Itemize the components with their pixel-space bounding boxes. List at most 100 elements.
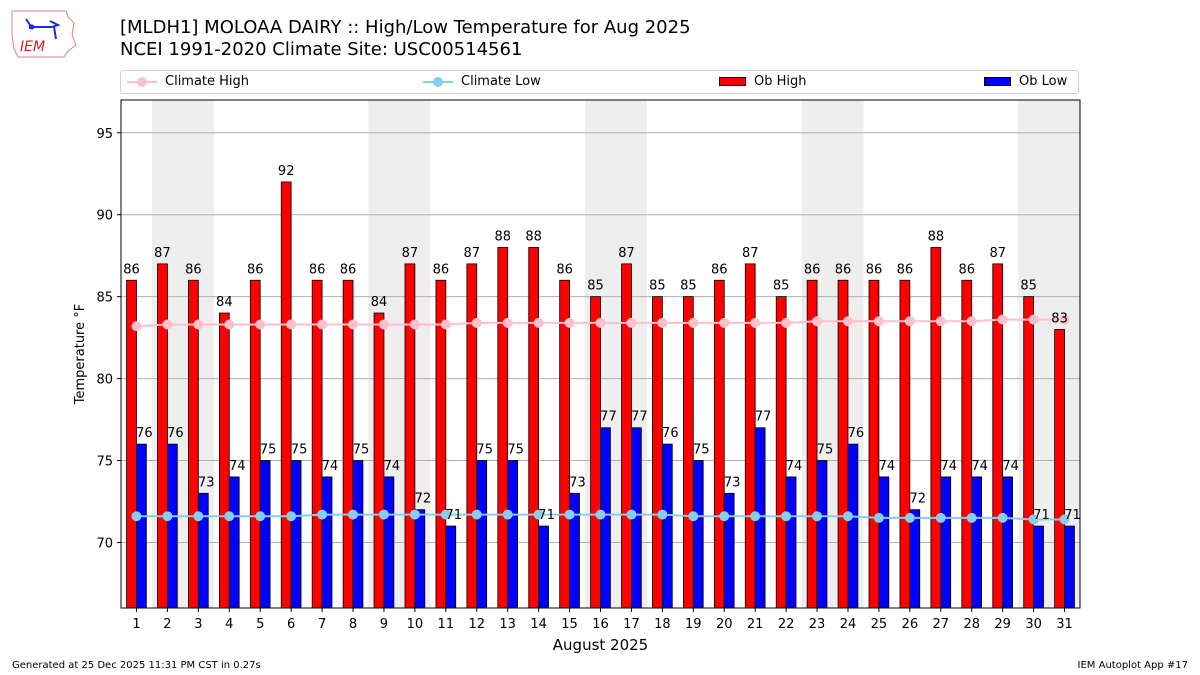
climate-high-point	[162, 319, 173, 330]
climate-high-point	[471, 317, 482, 328]
x-tick-label: 7	[318, 617, 326, 632]
ob-low-value-label: 77	[600, 410, 617, 425]
ob-low-bar	[692, 460, 704, 609]
climate-low-point	[224, 511, 235, 522]
x-tick-label: 21	[747, 617, 764, 632]
iem-logo: IEM	[11, 10, 77, 58]
climate-high-point	[533, 317, 544, 328]
ob-low-bar	[228, 476, 240, 609]
generated-timestamp: Generated at 25 Dec 2025 11:31 PM CST in…	[12, 660, 261, 671]
ob-low-bar	[352, 460, 364, 609]
ob-low-bar	[414, 509, 426, 609]
ob-high-value-label: 86	[309, 262, 326, 277]
ob-low-bar	[723, 492, 735, 609]
ob-low-value-label: 73	[569, 475, 586, 490]
x-tick-label: 6	[287, 617, 295, 632]
ob-low-bar	[785, 476, 797, 609]
climate-high-point	[564, 317, 575, 328]
climate-high-point	[966, 316, 977, 327]
bar-labels: 86 76 87 76 86 73 84 74 86 75 92 75 86 74 86 75 84 74 87 72…	[123, 164, 1081, 523]
x-tick-label: 14	[530, 617, 547, 632]
y-axis-ticks: 70 75 80 85 90 95	[96, 127, 121, 551]
ob-high-value-label: 86	[959, 262, 976, 277]
ob-low-value-label: 74	[384, 459, 401, 474]
climate-low-point	[781, 511, 792, 522]
climate-low-point	[471, 509, 482, 520]
climate-high-point	[626, 317, 637, 328]
climate-high-point	[812, 316, 823, 327]
ob-high-bar	[961, 279, 973, 609]
x-tick-label: 24	[840, 617, 857, 632]
ob-low-bar	[197, 492, 209, 609]
x-tick-label: 26	[902, 617, 919, 632]
x-tick-label: 1	[132, 617, 140, 632]
ob-low-value-label: 74	[879, 459, 896, 474]
ob-high-bar	[1054, 329, 1065, 609]
ob-high-value-label: 85	[680, 279, 697, 294]
legend-climate-high: Climate High	[127, 74, 249, 89]
climate-low-marker-icon	[423, 75, 453, 89]
ob-high-bar	[466, 263, 478, 609]
ob-low-value-label: 77	[755, 410, 772, 425]
x-tick-label: 19	[685, 617, 702, 632]
ob-high-value-label: 85	[773, 279, 790, 294]
ob-high-bar	[775, 296, 787, 609]
ob-high-bar	[373, 312, 385, 609]
x-tick-label: 3	[194, 617, 202, 632]
ob-high-bar	[590, 296, 601, 609]
ob-low-value-label: 75	[507, 443, 524, 458]
climate-low-point	[935, 512, 946, 523]
ob-high-bar	[683, 296, 694, 609]
climate-high-point	[750, 317, 761, 328]
x-axis-label: August 2025	[553, 636, 648, 654]
climate-high-point	[688, 317, 699, 328]
climate-low-point	[873, 512, 884, 523]
ob-high-value-label: 83	[1051, 311, 1068, 326]
y-tick-label: 95	[96, 127, 113, 142]
climate-high-point	[378, 319, 389, 330]
ob-low-bar	[538, 525, 549, 609]
ob-low-value-label: 76	[136, 426, 153, 441]
weekend-shading	[151, 100, 1080, 608]
title-line-2: NCEI 1991-2020 Climate Site: USC00514561	[120, 39, 523, 60]
ob-low-value-label: 75	[817, 443, 834, 458]
x-tick-label: 31	[1056, 617, 1073, 632]
ob-high-bar	[311, 279, 323, 609]
ob-high-value-label: 86	[247, 262, 264, 277]
y-tick-label: 70	[96, 536, 113, 551]
climate-high-point	[317, 319, 328, 330]
legend-climate-low: Climate Low	[423, 74, 541, 89]
ob-low-value-label: 76	[167, 426, 184, 441]
climate-high-point	[781, 317, 792, 328]
climate-low-point	[626, 509, 637, 520]
ob-low-bar	[878, 476, 890, 609]
climate-lines	[131, 314, 1070, 525]
x-tick-label: 29	[994, 617, 1011, 632]
ob-low-value-label: 71	[1033, 508, 1050, 523]
climate-high-point	[348, 319, 359, 330]
ob-high-bar	[868, 279, 880, 609]
ob-low-bar	[847, 443, 859, 609]
climate-low-point	[1059, 514, 1070, 525]
ob-high-value-label: 86	[711, 262, 728, 277]
x-tick-label: 8	[349, 617, 357, 632]
legend-label: Climate Low	[461, 74, 541, 89]
ob-high-bar	[435, 279, 447, 609]
ob-high-bar	[404, 263, 416, 609]
ob-high-bar	[621, 263, 632, 609]
y-axis-label: Temperature °F	[73, 304, 88, 405]
ob-low-value-label: 75	[693, 443, 710, 458]
climate-low-point	[904, 512, 915, 523]
ob-high-value-label: 86	[185, 262, 202, 277]
climate-high-point	[842, 316, 853, 327]
ob-low-bar	[321, 476, 333, 609]
ob-low-bar	[383, 476, 395, 609]
ob-high-bar	[528, 247, 540, 609]
ob-low-value-label: 72	[910, 492, 927, 507]
ob-low-value-label: 71	[1064, 508, 1081, 523]
legend-label: Climate High	[165, 74, 250, 89]
ob-high-value-label: 86	[340, 262, 357, 277]
ob-low-bar	[476, 460, 488, 609]
ob-high-bar	[899, 279, 911, 609]
climate-low-point	[193, 511, 204, 522]
